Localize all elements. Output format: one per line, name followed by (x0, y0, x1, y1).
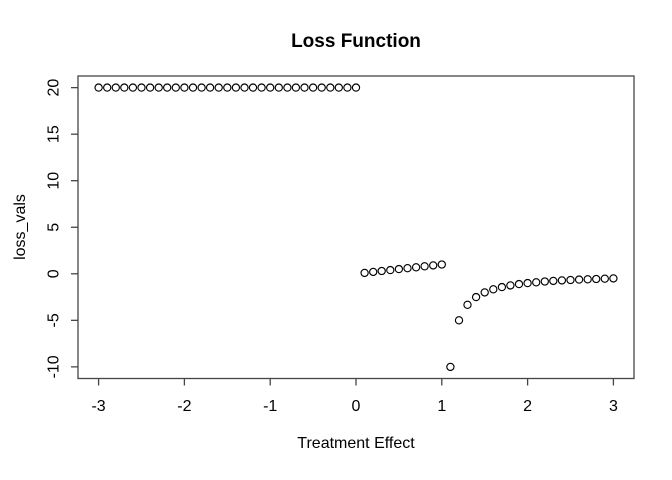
y-tick-label: 0 (46, 269, 63, 278)
data-point (600, 274, 609, 283)
x-tick-label: -3 (91, 398, 105, 415)
y-tick-label: 5 (46, 223, 63, 232)
plot-box (77, 75, 635, 380)
data-point (300, 83, 309, 92)
data-point (171, 83, 180, 92)
data-point (369, 267, 378, 277)
data-point (248, 83, 258, 92)
data-point (532, 278, 541, 287)
data-point (437, 260, 446, 269)
data-point (266, 83, 275, 92)
data-point (308, 83, 318, 92)
data-point (523, 278, 532, 288)
data-point (480, 288, 489, 297)
data-point (360, 268, 369, 278)
data-point (592, 274, 601, 284)
data-point (128, 83, 138, 92)
data-point (463, 300, 472, 309)
data-point (411, 263, 421, 272)
data-point (343, 83, 352, 92)
x-axis-ticks-group: -3 -2 -1 0 1 2 3 (91, 378, 618, 415)
data-point (180, 83, 189, 92)
data-point (154, 83, 163, 92)
data-points-group (94, 83, 618, 372)
data-point (120, 83, 129, 92)
data-point (163, 83, 172, 92)
data-point (188, 83, 198, 92)
data-point (471, 292, 481, 302)
data-point (574, 275, 584, 284)
data-point (377, 266, 386, 276)
y-axis-ticks-group: -10 -5 0 5 10 15 20 (46, 79, 78, 378)
data-point (291, 83, 301, 92)
x-tick-label: 1 (437, 398, 446, 415)
data-point (351, 83, 361, 92)
x-tick-label: 2 (523, 398, 532, 415)
data-point (103, 83, 112, 92)
x-tick-label: -2 (177, 398, 191, 415)
data-point (566, 275, 575, 285)
data-point (257, 83, 266, 92)
y-axis-label: loss_vals (12, 194, 29, 260)
data-point (145, 83, 155, 92)
data-point (214, 83, 223, 92)
data-point (223, 83, 232, 92)
plot-title: Loss Function (291, 31, 421, 52)
plot-box-group (77, 75, 635, 380)
y-tick-label: 15 (46, 125, 63, 143)
x-tick-label: -1 (263, 398, 277, 415)
data-point (420, 262, 429, 271)
x-tick-label: 3 (609, 398, 618, 415)
data-point (283, 83, 292, 92)
data-point (403, 264, 412, 273)
data-point (334, 83, 343, 92)
data-point (386, 265, 395, 275)
data-point (489, 285, 498, 294)
y-tick-label: -5 (46, 313, 63, 327)
data-point (317, 83, 326, 92)
data-point (94, 83, 103, 92)
data-point (111, 83, 120, 92)
data-point (205, 83, 215, 92)
y-tick-label: 10 (46, 172, 63, 190)
data-point (506, 281, 515, 290)
data-point (540, 277, 549, 286)
y-tick-label: 20 (46, 79, 63, 97)
data-point (429, 261, 438, 270)
data-point (514, 279, 524, 289)
data-point (583, 275, 592, 284)
data-point (231, 83, 241, 92)
x-tick-label: 0 (352, 398, 361, 415)
data-point (497, 282, 507, 292)
data-point (454, 316, 464, 325)
data-point (326, 83, 335, 92)
data-point (394, 264, 404, 274)
data-point (549, 276, 558, 286)
data-point (274, 83, 283, 92)
data-point (446, 362, 455, 372)
data-point (197, 83, 206, 92)
data-point (137, 83, 146, 92)
data-point (240, 83, 249, 92)
y-tick-label: -10 (46, 355, 63, 378)
data-point (609, 274, 618, 283)
data-point (557, 276, 567, 285)
x-axis-label: Treatment Effect (297, 435, 415, 452)
